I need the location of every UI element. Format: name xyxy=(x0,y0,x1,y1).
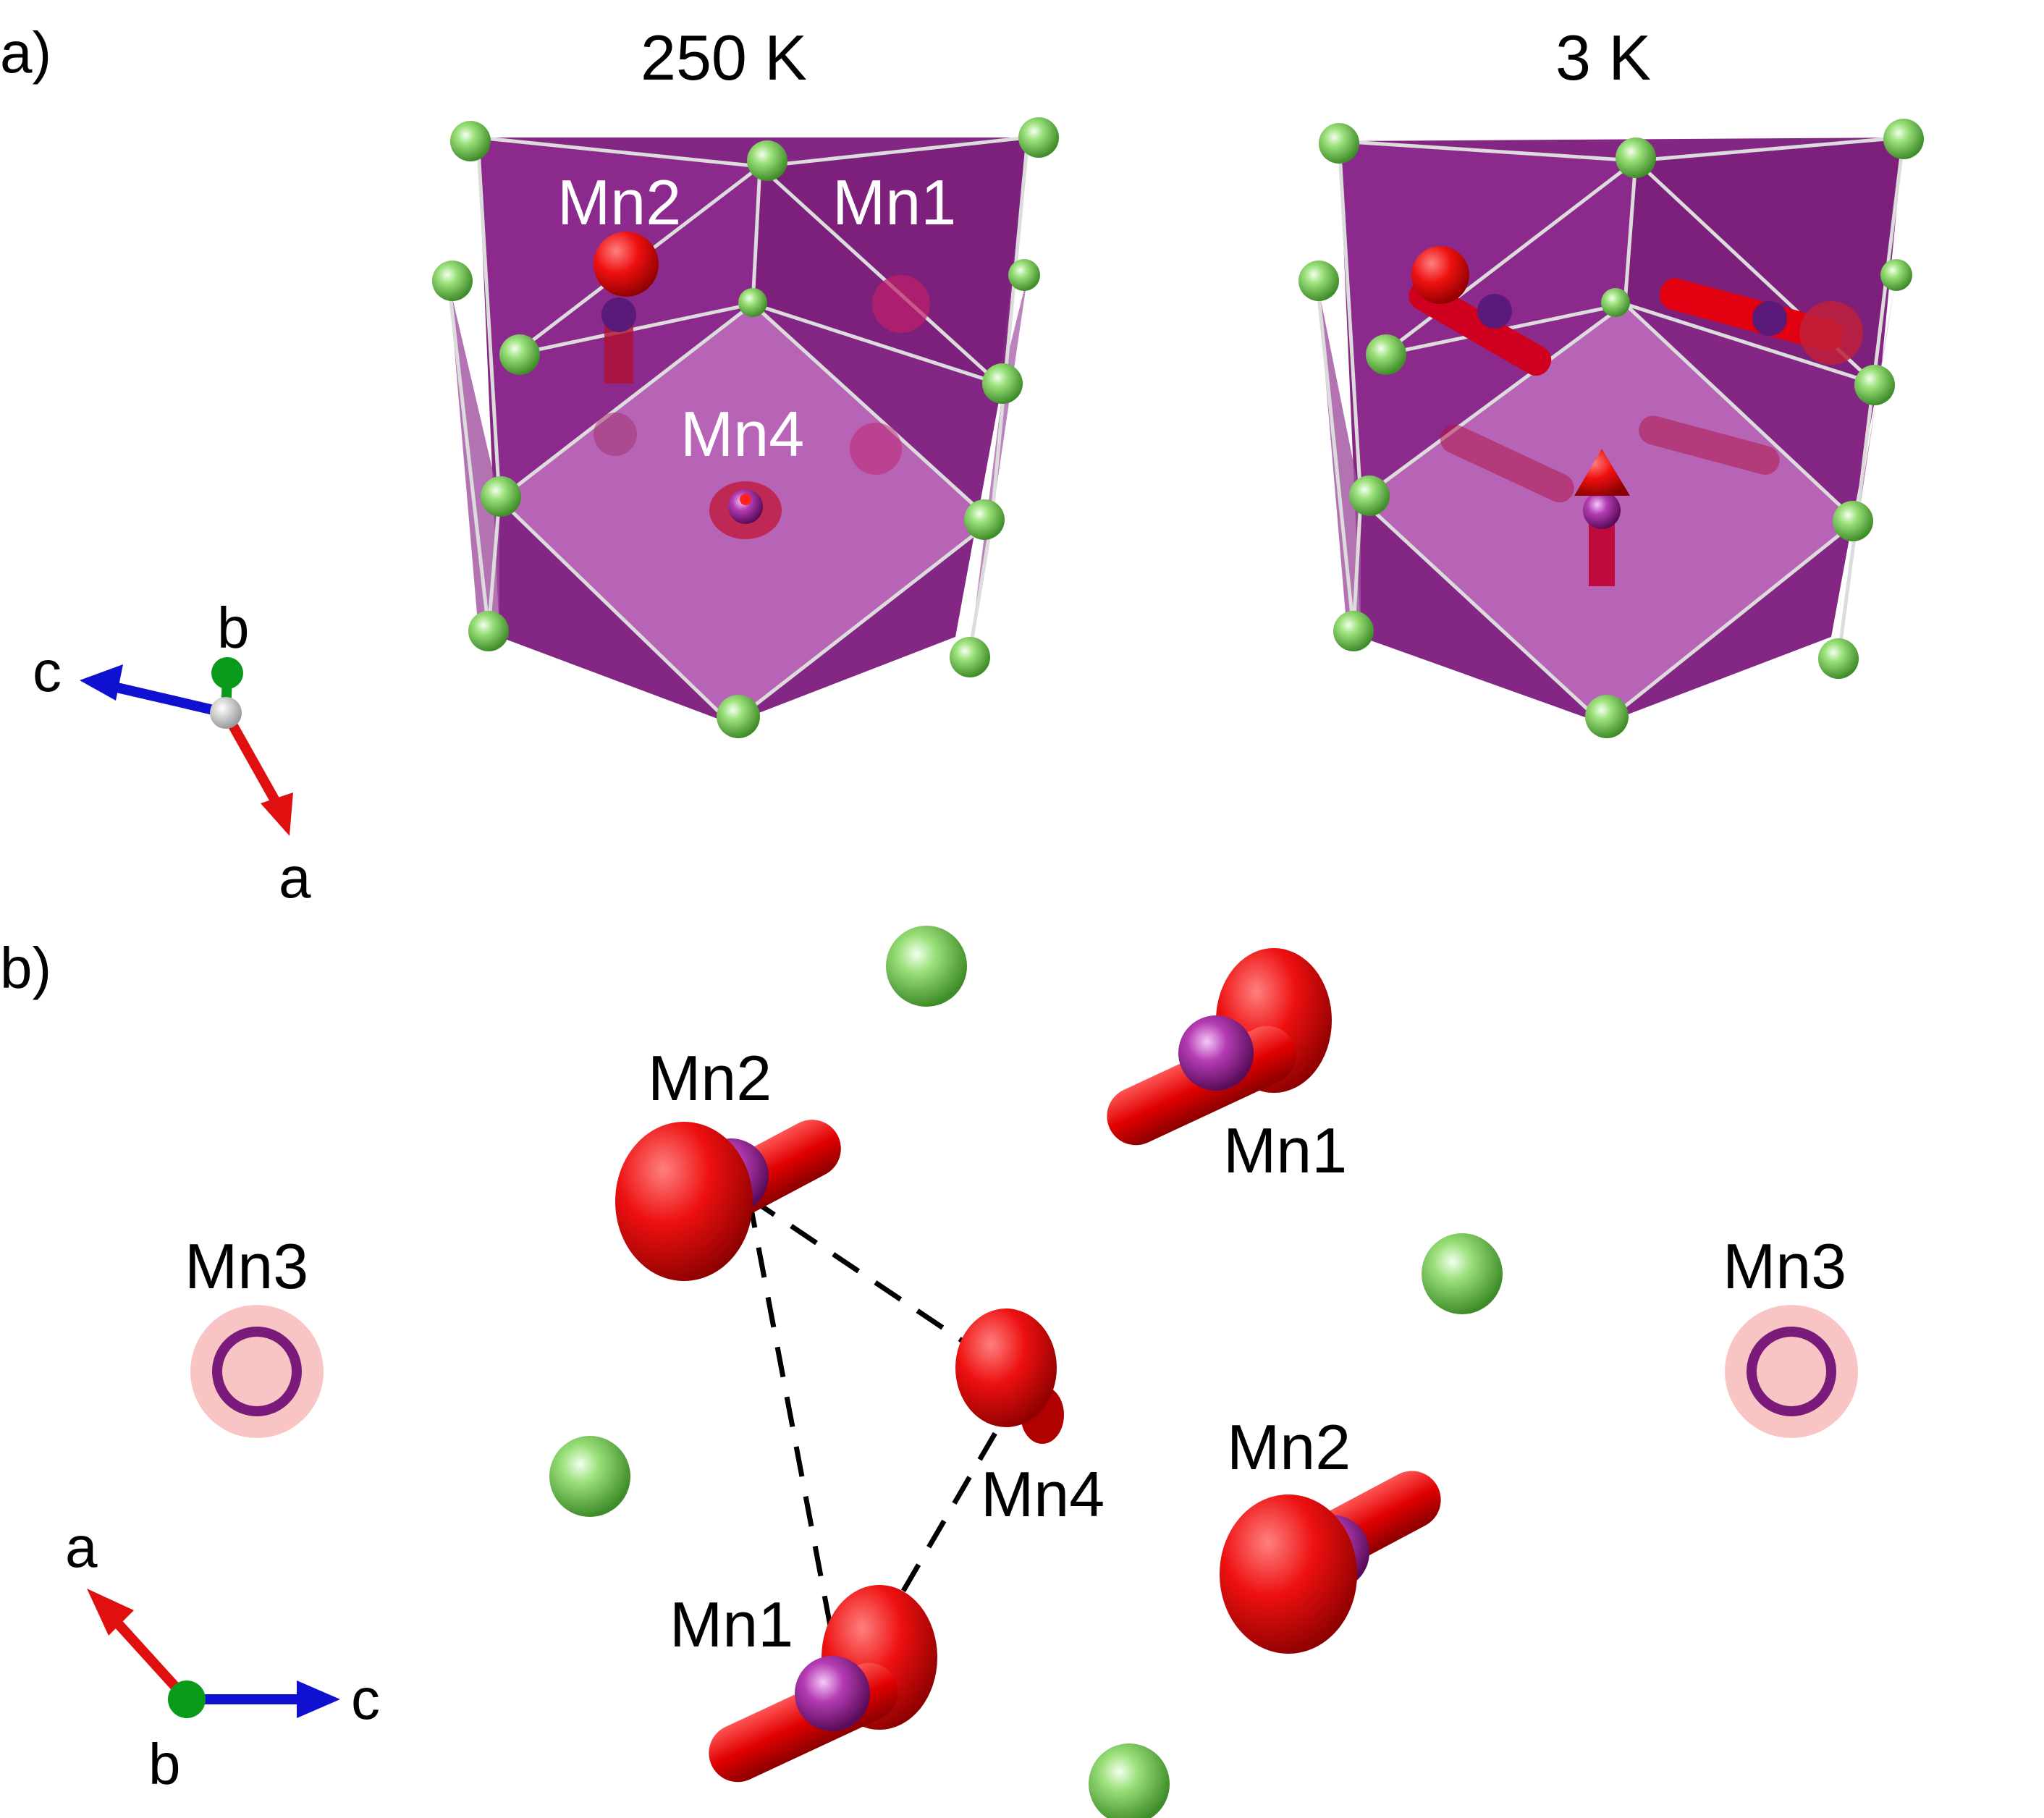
label-mn2-250K: Mn2 xyxy=(557,166,681,238)
title-250K: 250 K xyxy=(641,22,807,93)
label-mn2-bottom: Mn2 xyxy=(1227,1411,1351,1483)
green-atoms-panel-b xyxy=(549,926,1503,1818)
mn2-top-atom xyxy=(615,1120,841,1281)
mn3-right-atom xyxy=(1725,1305,1858,1438)
axes-panel-a: c b a xyxy=(33,596,311,910)
label-mn1-top: Mn1 xyxy=(1223,1115,1347,1186)
green-atom xyxy=(886,926,967,1007)
axis-label-a-a: a xyxy=(279,845,311,910)
polyhedron-3K xyxy=(1298,119,1924,738)
label-mn4: Mn4 xyxy=(981,1458,1105,1530)
green-atom xyxy=(1422,1233,1503,1314)
label-mn1-250K: Mn1 xyxy=(832,166,956,238)
mn3-left-atom xyxy=(190,1305,324,1438)
axis-label-c-a: c xyxy=(33,639,62,703)
mn1-top-atom xyxy=(1107,948,1332,1146)
axis-label-b-b: b xyxy=(148,1732,181,1796)
label-mn3-right: Mn3 xyxy=(1723,1230,1846,1302)
label-mn3-left: Mn3 xyxy=(185,1230,308,1302)
label-mn4-250K: Mn4 xyxy=(680,398,804,470)
polyhedron-250K: Mn2 Mn1 Mn4 xyxy=(432,117,1059,738)
axis-label-b-a: b xyxy=(217,596,250,660)
label-mn1-bottom: Mn1 xyxy=(670,1589,793,1660)
panel-a-label: a) xyxy=(0,20,51,85)
axis-label-c-b: c xyxy=(351,1667,380,1731)
panel-b-label: b) xyxy=(0,936,51,1000)
axis-label-a-b: a xyxy=(65,1515,98,1579)
title-3K: 3 K xyxy=(1555,22,1651,93)
mn4-atom xyxy=(955,1308,1064,1444)
mn1-bottom-atom xyxy=(709,1585,937,1783)
label-mn2-top: Mn2 xyxy=(648,1042,772,1114)
green-atom xyxy=(1089,1743,1170,1818)
green-atom xyxy=(549,1436,630,1517)
mn2-bottom-atom xyxy=(1220,1471,1441,1654)
axes-panel-b: a c b xyxy=(65,1515,380,1796)
